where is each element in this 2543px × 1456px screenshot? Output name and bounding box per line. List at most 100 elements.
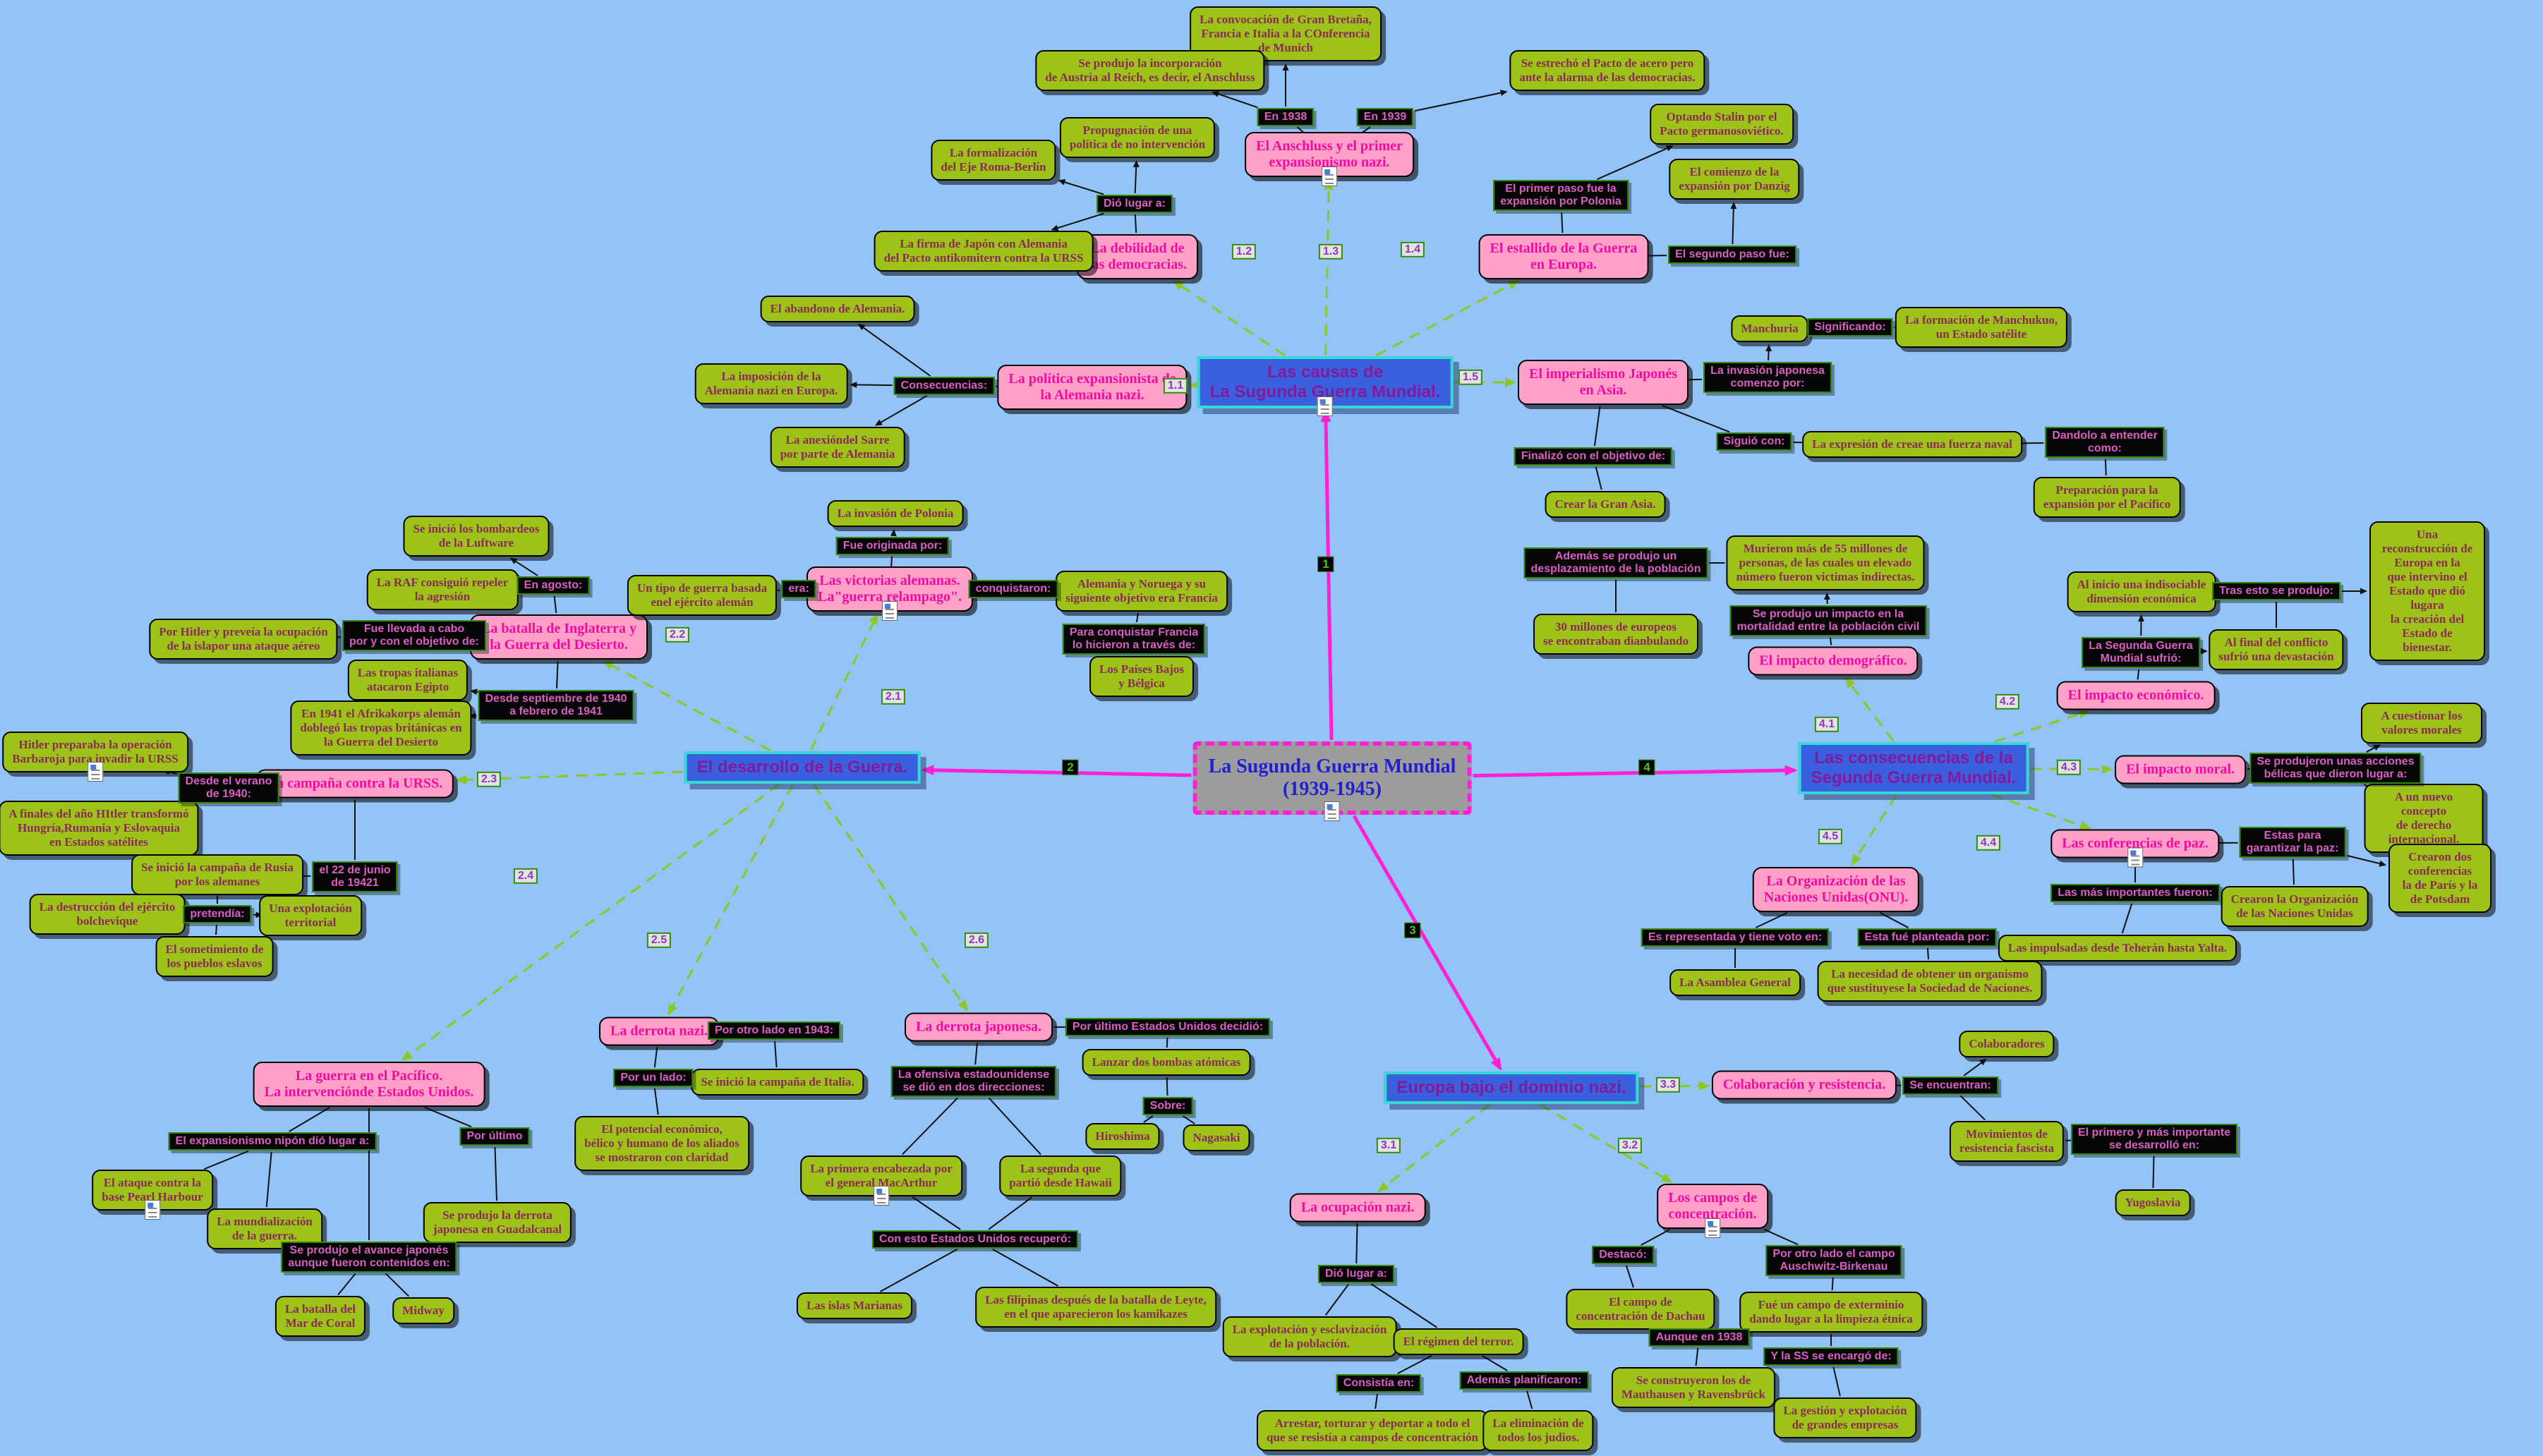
- node-impacto_mortalidad[interactable]: Se produjo un impacto en la mortalidad e…: [1729, 605, 1927, 636]
- node-por_un_lado[interactable]: Por un lado:: [613, 1069, 694, 1087]
- link-label-l23[interactable]: 2.3: [476, 771, 502, 788]
- node-acciones_belicas[interactable]: Se produjeron unas acciones bélicas que …: [2249, 753, 2422, 784]
- node-imperialismo[interactable]: El imperialismo Japonés en Asia.: [1517, 360, 1689, 405]
- node-bombas[interactable]: Lanzar dos bombas atómicas: [1082, 1049, 1251, 1076]
- node-campana_rusia[interactable]: Se inició la campaña de Rusia por los al…: [131, 854, 303, 895]
- node-hungria[interactable]: A finales del año HItler transformó Hung…: [0, 801, 199, 856]
- node-ss_encargo[interactable]: Y la SS se encargó de:: [1763, 1347, 1899, 1366]
- node-en1939[interactable]: En 1939: [1356, 108, 1414, 126]
- node-por_ultimo_eeuu[interactable]: Por último Estados Unidos decidió:: [1065, 1018, 1271, 1036]
- node-por_otro_lado_campo[interactable]: Por otro lado el campo Auschwitz-Birkena…: [1765, 1245, 1902, 1276]
- node-campana_italia[interactable]: Se inició la campaña de Italia.: [691, 1069, 864, 1096]
- node-explotacion_terr[interactable]: Una explotación territorial: [259, 895, 362, 936]
- link-label-l33[interactable]: 3.3: [1655, 1076, 1681, 1093]
- node-onu[interactable]: La Organización de las Naciones Unidas(O…: [1752, 867, 1920, 912]
- node-manchuria[interactable]: Manchuria: [1731, 315, 1808, 342]
- node-invasion_polonia[interactable]: La invasión de Polonia: [827, 500, 964, 527]
- node-se_encuentran[interactable]: Se encuentran:: [1902, 1076, 1998, 1095]
- link-label-l2[interactable]: 2: [1062, 759, 1079, 776]
- node-teheran_yalta[interactable]: Las impulsadas desde Teherán hasta Yalta…: [1998, 935, 2237, 961]
- node-potencial[interactable]: El potencial económico, bélico y humano …: [574, 1116, 749, 1171]
- node-finalizo[interactable]: Finalizó con el objetivo de:: [1514, 447, 1673, 466]
- node-destaco[interactable]: Destacó:: [1592, 1246, 1654, 1264]
- node-consecuencias[interactable]: Las consecuencias de la Segunda Guerra M…: [1798, 742, 2029, 794]
- node-alemania_noruega[interactable]: Alemania y Noruega y su siguiente objeti…: [1056, 571, 1228, 612]
- node-ocupacion[interactable]: La ocupación nazi.: [1289, 1193, 1426, 1223]
- node-paises_bajos[interactable]: Los Países Bajos y Bélgica: [1089, 656, 1194, 697]
- node-marianas[interactable]: Las islas Marianas: [796, 1292, 913, 1319]
- node-fue_llevada[interactable]: Fue llevada a cabo por y con el objetivo…: [342, 620, 487, 651]
- link-label-l45[interactable]: 4.5: [1818, 828, 1843, 845]
- node-gran_asia[interactable]: Crear la Gran Asia.: [1545, 491, 1666, 518]
- node-en1938[interactable]: En 1938: [1257, 108, 1315, 126]
- resource-document-icon[interactable]: [2127, 847, 2143, 868]
- link-label-l32[interactable]: 3.2: [1617, 1137, 1643, 1154]
- node-por_otro_lado43[interactable]: Por otro lado en 1943:: [707, 1021, 841, 1040]
- node-colaboracion[interactable]: Colaboración y resistencia.: [1711, 1070, 1897, 1100]
- node-tropas_italianas[interactable]: Las tropas italianas atacaron Egipto: [347, 660, 469, 700]
- node-fue_originada[interactable]: Fue originada por:: [835, 537, 950, 555]
- node-filipinas[interactable]: Las filipinas después de la batalla de L…: [975, 1287, 1216, 1328]
- node-causas[interactable]: Las causas de La Sugunda Guerra Mundial.: [1197, 356, 1454, 416]
- node-destruccion[interactable]: La destrucción del ejército bolchevique: [29, 894, 186, 935]
- link-label-l11[interactable]: 1.1: [1163, 377, 1188, 394]
- node-eje_roma[interactable]: La formalización del Eje Roma-Berlín: [931, 140, 1056, 181]
- resource-document-icon[interactable]: [1321, 166, 1337, 186]
- node-imposicion[interactable]: La imposición de la Alemania nazi en Eur…: [694, 363, 848, 404]
- node-hitler_isla[interactable]: Por Hitler y preveía la ocupación de la …: [149, 619, 338, 660]
- node-center[interactable]: La Sugunda Guerra Mundial (1939-1945): [1192, 741, 1472, 821]
- node-gestion[interactable]: La gestión y explotación de grandes empr…: [1773, 1397, 1917, 1438]
- node-consistia[interactable]: Consistía en:: [1336, 1374, 1422, 1393]
- node-con_esto[interactable]: Con esto Estados Unidos recuperó:: [871, 1230, 1079, 1249]
- node-planteada[interactable]: Esta fué planteada por:: [1857, 928, 1997, 947]
- link-label-l12[interactable]: 1.2: [1231, 243, 1257, 260]
- link-label-l13[interactable]: 1.3: [1318, 243, 1343, 260]
- node-dandolo[interactable]: Dandolo a entender como:: [2045, 427, 2165, 458]
- node-dimension_economica[interactable]: Al inicio una indisociable dimensión eco…: [2067, 571, 2216, 612]
- node-representada[interactable]: Es representada y tiene voto en:: [1641, 928, 1830, 947]
- node-devastacion[interactable]: Al final del conflicto sufrió una devast…: [2209, 629, 2344, 670]
- node-avance_japones[interactable]: Se produjo el avance japonés aunque fuer…: [281, 1242, 457, 1273]
- node-impacto_moral[interactable]: El impacto moral.: [2115, 755, 2246, 784]
- node-guadalcanal[interactable]: Se produjo la derrota japonesa en Guadal…: [423, 1202, 572, 1243]
- node-victorias[interactable]: Las victorias alemanas. La"guerra relamp…: [806, 566, 974, 621]
- node-mundializacion[interactable]: La mundialización de la guerra.: [207, 1208, 322, 1249]
- node-expansionismo_nipon[interactable]: El expansionismo nipón dió lugar a:: [168, 1132, 377, 1151]
- node-en_agosto[interactable]: En agosto:: [517, 576, 590, 595]
- node-paris_potsdam[interactable]: Crearon dos conferencias la de París y l…: [2388, 844, 2491, 913]
- node-aunque_1938[interactable]: Aunque en 1938: [1648, 1328, 1750, 1347]
- node-estallido[interactable]: El estallido de la Guerra en Europa.: [1478, 234, 1649, 279]
- node-desde_sept[interactable]: Desde septiembre de 1940 a febrero de 19…: [478, 690, 634, 721]
- resource-document-icon[interactable]: [873, 1186, 889, 1206]
- node-sobre[interactable]: Sobre:: [1142, 1097, 1193, 1115]
- resource-document-icon[interactable]: [881, 601, 898, 621]
- node-guerra_sufrio[interactable]: La Segunda Guerra Mundial sufrió:: [2082, 637, 2200, 668]
- node-anschluss_austria[interactable]: Se produjo la incorporación de Austria a…: [1035, 50, 1265, 91]
- node-primer_paso[interactable]: El primer paso fue la expansión por Polo…: [1493, 180, 1629, 211]
- node-muertes[interactable]: Murieron más de 55 millones de personas,…: [1726, 535, 1925, 590]
- resource-document-icon[interactable]: [1704, 1218, 1720, 1238]
- node-junio[interactable]: el 22 de junio de 19421: [312, 861, 398, 892]
- resource-document-icon[interactable]: [1324, 801, 1340, 821]
- link-label-l43[interactable]: 4.3: [2056, 759, 2082, 776]
- node-hiroshima[interactable]: Hiroshima: [1085, 1123, 1160, 1150]
- link-label-l42[interactable]: 4.2: [1995, 693, 2020, 710]
- node-sometimiento[interactable]: El sometimiento de los pueblos eslavos: [155, 936, 274, 977]
- link-label-l31[interactable]: 3.1: [1376, 1137, 1401, 1154]
- node-valores_morales[interactable]: A cuestionar los valores morales: [2361, 703, 2482, 744]
- node-derrota_japonesa[interactable]: La derrota japonesa.: [905, 1012, 1053, 1042]
- node-derrota_nazi[interactable]: La derrota nazi.: [599, 1017, 719, 1046]
- node-asamblea[interactable]: La Asamblea General: [1669, 969, 1801, 996]
- node-impacto_economico[interactable]: El impacto económico.: [2056, 681, 2216, 710]
- node-midway[interactable]: Midway: [392, 1297, 454, 1324]
- link-label-l25[interactable]: 2.5: [646, 932, 672, 949]
- node-invasion_comenzo[interactable]: La invasión japonesa comenzo por:: [1703, 362, 1832, 393]
- node-mas_importantes[interactable]: Las más importantes fueron:: [2050, 884, 2220, 902]
- node-macarthur[interactable]: La primera encabezada por el general Mac…: [800, 1155, 962, 1206]
- link-label-l1[interactable]: 1: [1317, 556, 1334, 573]
- link-label-l21[interactable]: 2.1: [881, 688, 906, 705]
- link-label-l22[interactable]: 2.2: [665, 626, 690, 643]
- node-abandono[interactable]: El abandono de Alemania.: [760, 296, 915, 322]
- node-danzig[interactable]: El comienzo de la expansión por Danzig: [1669, 159, 1800, 200]
- node-primero_importante[interactable]: El primero y más importante se desarroll…: [2070, 1124, 2238, 1155]
